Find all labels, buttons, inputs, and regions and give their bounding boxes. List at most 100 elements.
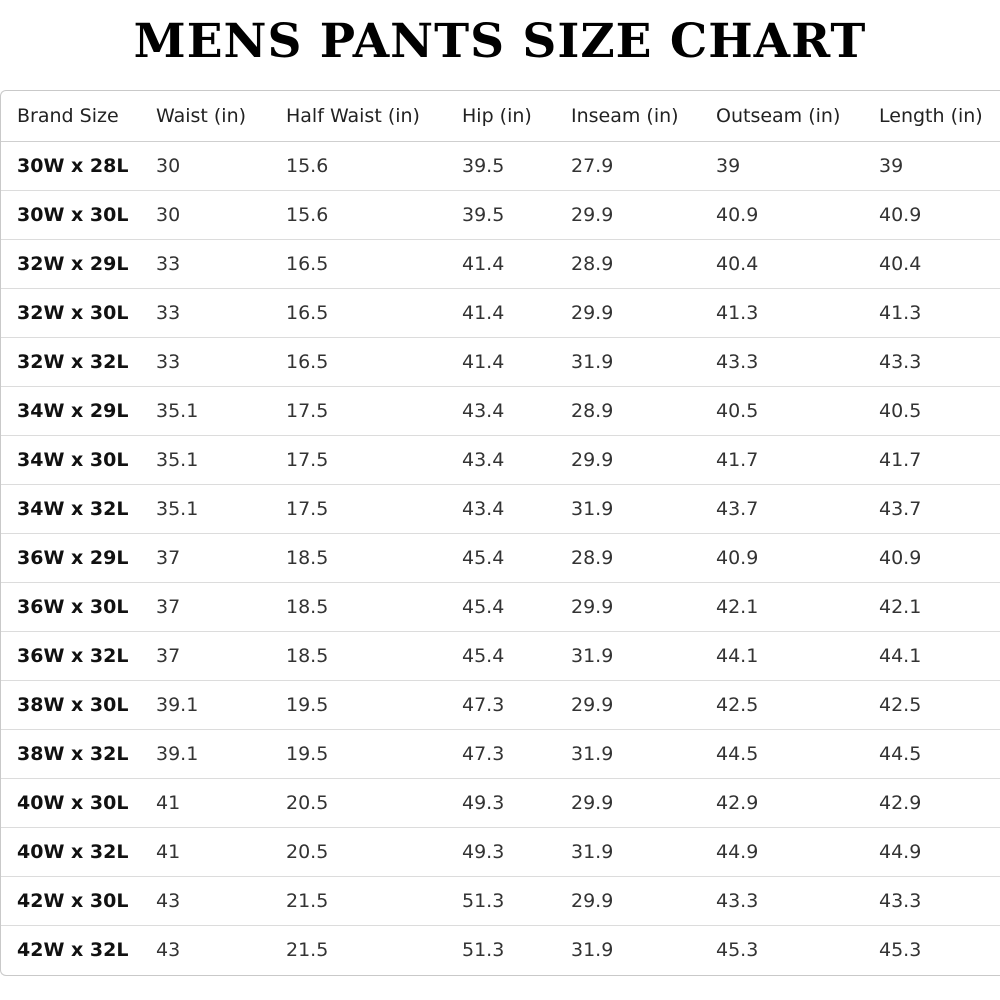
outseam-cell: 40.5 (700, 386, 863, 436)
inseam-cell: 29.9 (555, 582, 700, 632)
inseam-cell: 31.9 (571, 938, 614, 961)
hip-cell: 49.3 (446, 778, 555, 828)
table-row: 36W x 29L 37 18.5 45.4 28.9 40.9 40.9 (1, 533, 1000, 583)
half-waist-cell: 15.6 (270, 141, 446, 191)
length-cell: 43.7 (863, 484, 1000, 534)
waist-cell: 30 (140, 190, 270, 240)
half-waist-cell: 17.5 (270, 435, 446, 485)
table-row: 32W x 29L 33 16.5 41.4 28.9 40.4 40.4 (1, 239, 1000, 289)
waist-cell: 43 (156, 938, 181, 961)
outseam-cell: 41.7 (700, 435, 863, 485)
brand-size-cell: 30W x 30L (1, 190, 140, 240)
brand-size-cell: 36W x 32L (1, 631, 140, 681)
waist-cell: 37 (140, 533, 270, 583)
hip-cell: 45.4 (446, 582, 555, 632)
inseam-cell: 28.9 (555, 239, 700, 289)
inseam-cell: 28.9 (555, 533, 700, 583)
inseam-cell: 31.9 (555, 484, 700, 534)
hip-cell: 43.4 (446, 435, 555, 485)
outseam-cell: 42.1 (700, 582, 863, 632)
size-chart-table-container: Brand Size Waist (in) Half Waist (in) Hi… (0, 90, 1000, 976)
inseam-cell: 29.9 (555, 190, 700, 240)
outseam-cell: 41.3 (700, 288, 863, 338)
column-header-length: Length (in) (863, 91, 1000, 142)
inseam-cell: 31.9 (555, 729, 700, 779)
brand-size-cell: 40W x 30L (1, 778, 140, 828)
half-waist-cell: 19.5 (270, 680, 446, 730)
hip-cell: 45.4 (446, 631, 555, 681)
brand-size-cell: 40W x 32L (1, 827, 140, 877)
hip-cell: 47.3 (446, 729, 555, 779)
column-header-inseam: Inseam (in) (555, 91, 700, 142)
half-waist-cell: 16.5 (270, 337, 446, 387)
brand-size-cell: 42W x 30L (1, 876, 140, 926)
column-header-half-waist: Half Waist (in) (270, 91, 446, 142)
half-waist-cell: 17.5 (270, 484, 446, 534)
table-row: 30W x 28L 30 15.6 39.5 27.9 39 39 (1, 141, 1000, 191)
table-row: 38W x 32L 39.1 19.5 47.3 31.9 44.5 44.5 (1, 729, 1000, 779)
hip-cell: 43.4 (446, 484, 555, 534)
waist-cell: 35.1 (140, 386, 270, 436)
hip-cell: 39.5 (446, 190, 555, 240)
brand-size-cell: 38W x 30L (1, 680, 140, 730)
half-waist-cell: 15.6 (270, 190, 446, 240)
brand-size-cell: 34W x 29L (1, 386, 140, 436)
table-row: 42W x 32L 43 21.5 51.3 31.9 45.3 45.3 (1, 925, 1000, 974)
table-row: 30W x 30L 30 15.6 39.5 29.9 40.9 40.9 (1, 190, 1000, 240)
inseam-cell: 29.9 (555, 435, 700, 485)
hip-cell: 39.5 (446, 141, 555, 191)
table-row: 32W x 30L 33 16.5 41.4 29.9 41.3 41.3 (1, 288, 1000, 338)
length-cell: 40.9 (863, 533, 1000, 583)
waist-cell: 39.1 (140, 729, 270, 779)
column-header-brand-size: Brand Size (1, 91, 140, 142)
table-row: 40W x 30L 41 20.5 49.3 29.9 42.9 42.9 (1, 778, 1000, 828)
outseam-cell: 40.9 (700, 533, 863, 583)
half-waist-cell: 20.5 (270, 778, 446, 828)
outseam-cell: 42.5 (700, 680, 863, 730)
length-cell: 42.1 (863, 582, 1000, 632)
waist-cell: 41 (140, 778, 270, 828)
hip-cell: 51.3 (462, 938, 505, 961)
length-cell: 41.7 (863, 435, 1000, 485)
inseam-cell: 29.9 (555, 680, 700, 730)
outseam-cell: 45.3 (716, 938, 759, 961)
hip-cell: 41.4 (446, 239, 555, 289)
size-chart-table: Brand Size Waist (in) Half Waist (in) Hi… (1, 91, 1000, 974)
inseam-cell: 31.9 (555, 827, 700, 877)
table-header-row: Brand Size Waist (in) Half Waist (in) Hi… (1, 91, 1000, 142)
brand-size-cell: 32W x 29L (1, 239, 140, 289)
length-cell: 42.9 (863, 778, 1000, 828)
waist-cell: 37 (140, 631, 270, 681)
waist-cell: 39.1 (140, 680, 270, 730)
outseam-cell: 43.3 (700, 876, 863, 926)
waist-cell: 35.1 (140, 435, 270, 485)
length-cell: 43.3 (863, 337, 1000, 387)
outseam-cell: 44.9 (700, 827, 863, 877)
hip-cell: 41.4 (446, 337, 555, 387)
waist-cell: 33 (140, 337, 270, 387)
waist-cell: 41 (140, 827, 270, 877)
table-row: 36W x 32L 37 18.5 45.4 31.9 44.1 44.1 (1, 631, 1000, 681)
hip-cell: 49.3 (446, 827, 555, 877)
brand-size-cell: 32W x 32L (1, 337, 140, 387)
half-waist-cell: 18.5 (270, 533, 446, 583)
waist-cell: 33 (140, 288, 270, 338)
brand-size-cell: 34W x 30L (1, 435, 140, 485)
inseam-cell: 29.9 (555, 288, 700, 338)
table-row: 34W x 30L 35.1 17.5 43.4 29.9 41.7 41.7 (1, 435, 1000, 485)
waist-cell: 37 (140, 582, 270, 632)
length-cell: 44.9 (863, 827, 1000, 877)
brand-size-cell: 32W x 30L (1, 288, 140, 338)
brand-size-cell: 38W x 32L (1, 729, 140, 779)
waist-cell: 35.1 (140, 484, 270, 534)
half-waist-cell: 17.5 (270, 386, 446, 436)
half-waist-cell: 21.5 (286, 938, 329, 961)
length-cell: 44.1 (863, 631, 1000, 681)
length-cell: 45.3 (879, 938, 922, 961)
inseam-cell: 28.9 (555, 386, 700, 436)
waist-cell: 43 (140, 876, 270, 926)
table-row: 34W x 32L 35.1 17.5 43.4 31.9 43.7 43.7 (1, 484, 1000, 534)
hip-cell: 51.3 (446, 876, 555, 926)
length-cell: 40.9 (863, 190, 1000, 240)
table-body: 30W x 28L 30 15.6 39.5 27.9 39 39 30W x 30L 30 15… (1, 141, 1000, 974)
